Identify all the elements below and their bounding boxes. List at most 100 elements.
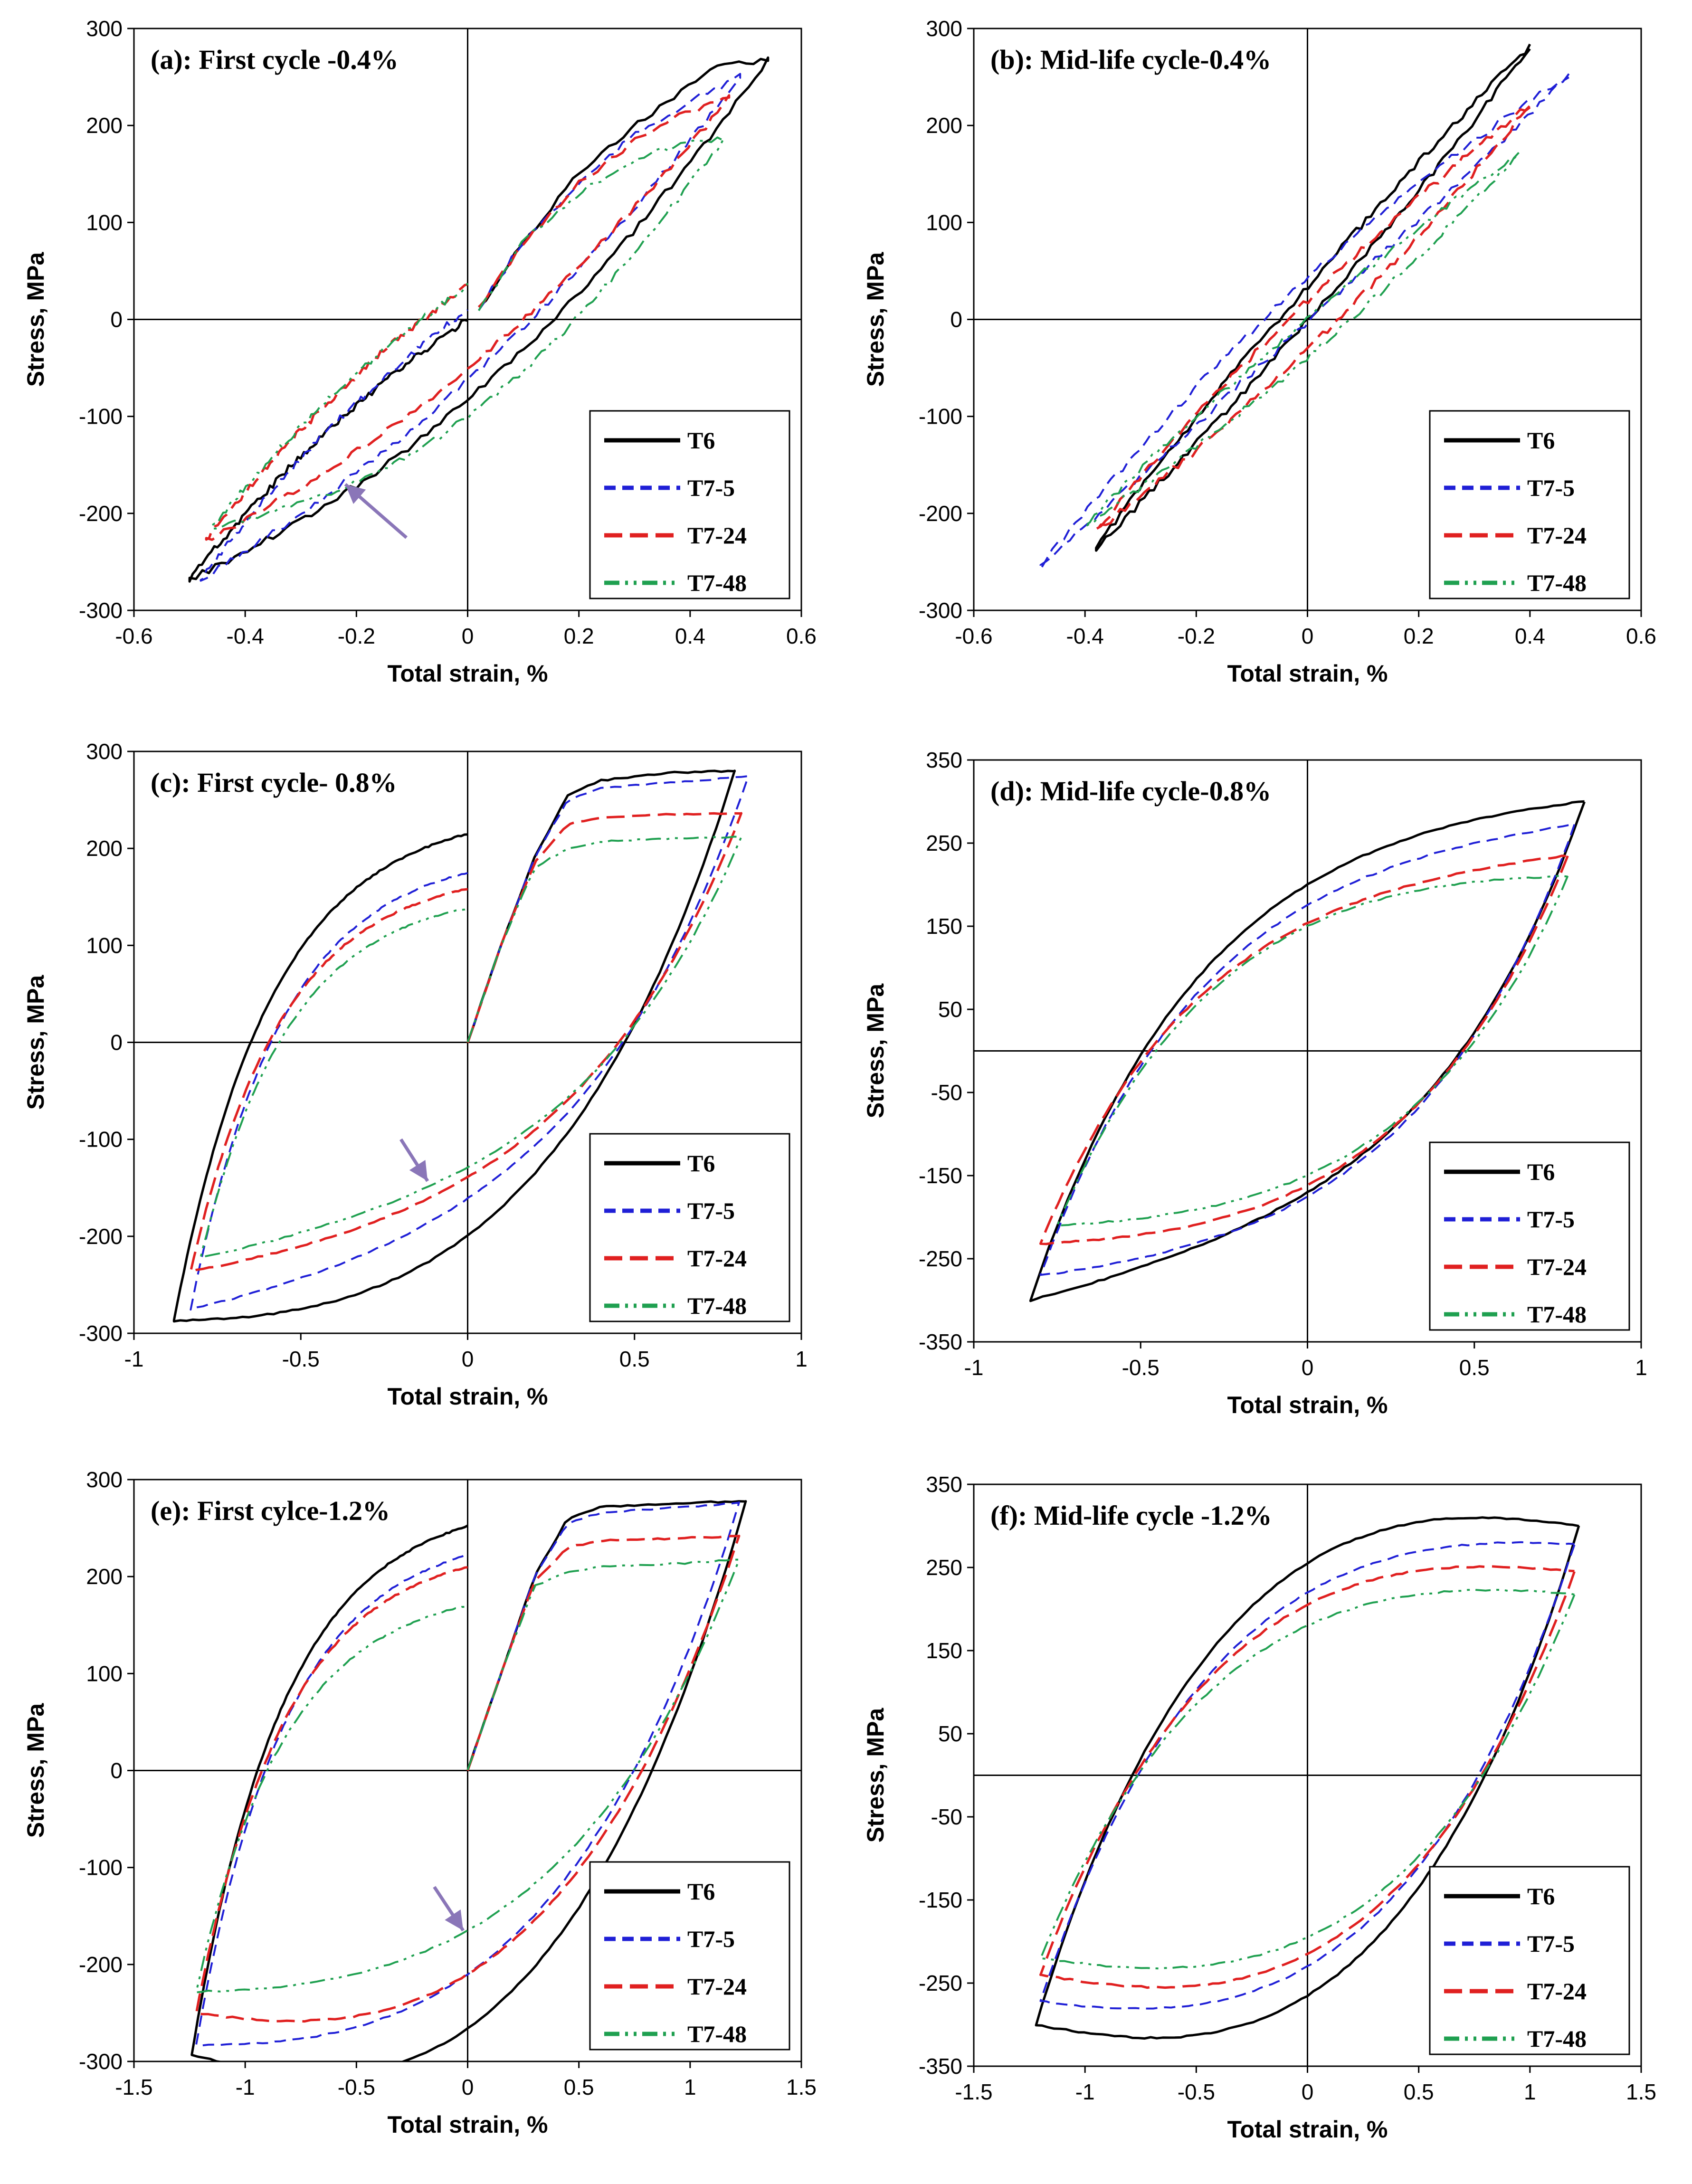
legend-label-t7-5: T7-5 [687,1197,735,1224]
panel-title: (a): First cycle -0.4% [151,44,399,75]
x-tick-label: -0.5 [1178,2080,1215,2104]
legend-label-t7-48: T7-48 [1527,570,1587,596]
chart-panel-f: -1.5 -1 -0.5 0 0.5 1 1.5 -350 -250 -150 -50 50 150 25… [862,1472,1656,2143]
x-tick-label: -0.6 [955,624,992,648]
annotation-arrow-head [345,484,366,504]
legend-label-t7-48: T7-48 [1527,2025,1587,2052]
legend-label-t6: T6 [1527,1158,1555,1185]
y-tick-label: -100 [79,1855,123,1880]
x-tick-label: 1.5 [1626,2080,1656,2104]
y-tick-label: -300 [919,598,962,623]
legend-label-t7-5: T7-5 [1527,1206,1575,1233]
legend-label-t6: T6 [687,1878,715,1905]
x-tick-label: -0.2 [1178,624,1215,648]
legend-label-t7-48: T7-48 [687,570,747,596]
y-tick-label: 250 [926,831,962,855]
x-tick-label: 1 [795,1347,808,1371]
x-axis-title: Total strain, % [387,660,548,687]
y-tick-label: 350 [926,1472,962,1497]
x-tick-label: -1 [964,1355,984,1380]
x-tick-label: -0.5 [282,1347,320,1371]
legend-label-t7-5: T7-5 [1527,475,1575,501]
x-tick-label: 1 [1524,2080,1536,2104]
y-tick-label: -100 [919,404,962,429]
x-tick-label: -1.5 [115,2075,152,2099]
x-tick-label: 0 [462,2075,474,2099]
legend-label-t7-48: T7-48 [687,2021,747,2047]
series-line-t7-24 [195,1535,741,2023]
y-tick-label: -250 [919,1246,962,1271]
y-tick-label: 150 [926,1638,962,1663]
y-tick-label: -300 [79,598,123,623]
x-tick-label: 1 [1635,1355,1647,1380]
series-line-t7-24 [1039,855,1569,1245]
y-tick-label: -300 [79,1321,123,1346]
series-line-t6 [190,1500,747,2061]
y-tick-label: 150 [926,914,962,939]
chart-panel-e: -1.5 -1 -0.5 0 0.5 1 1.5 -300 -200 -100 0 100 200 300… [22,1467,817,2138]
chart-panel-d: -1 -0.5 0 0.5 1 -350 -250 -150 -50 50 150 250 350 Tot… [862,748,1647,1418]
series-line-t6 [1035,1516,1580,2040]
legend-label-t7-24: T7-24 [687,1245,747,1272]
y-tick-label: 0 [110,307,123,332]
series-line-t6 [188,56,770,583]
legend-label-t7-24: T7-24 [687,522,747,549]
y-tick-label: -100 [79,404,123,429]
series-line-t6 [1095,43,1531,552]
x-tick-label: 0.6 [786,624,817,648]
x-tick-label: 0.4 [675,624,705,648]
y-axis-title: Stress, MPa [862,252,889,387]
legend-label-t7-24: T7-24 [1527,1978,1587,2004]
y-axis-title: Stress, MPa [862,1708,889,1843]
y-tick-label: 100 [86,1661,123,1686]
y-tick-label: -350 [919,2054,962,2079]
y-tick-label: 300 [926,16,962,41]
y-axis-title: Stress, MPa [22,975,49,1110]
x-tick-label: -1 [236,2075,255,2099]
x-tick-label: 0.4 [1515,624,1545,648]
legend-label-t6: T6 [1527,1883,1555,1909]
series-line-t7-24 [205,94,731,541]
panel-title: (c): First cycle- 0.8% [151,767,397,798]
y-tick-label: -50 [931,1080,962,1105]
legend-label-t7-24: T7-24 [1527,522,1587,549]
y-tick-label: 350 [926,748,962,772]
panel-title: (f): Mid-life cycle -1.2% [990,1500,1272,1531]
x-tick-label: -0.5 [1122,1355,1160,1380]
y-tick-label: -350 [919,1329,962,1354]
y-tick-label: 300 [86,739,123,764]
x-axis-title: Total strain, % [1227,2116,1388,2143]
legend-label-t7-48: T7-48 [1527,1301,1587,1328]
x-tick-label: -0.5 [338,2075,375,2099]
y-tick-label: 300 [86,1467,123,1492]
y-tick-label: -200 [79,501,123,526]
y-tick-label: 50 [938,1721,962,1746]
series-line-t7-5 [1039,73,1570,570]
y-tick-label: 200 [86,1564,123,1589]
y-tick-label: 0 [110,1030,123,1055]
series-line-t7-5 [1039,1541,1576,2010]
x-tick-label: -0.6 [115,624,152,648]
x-tick-label: -1 [1075,2080,1095,2104]
panel-title: (b): Mid-life cycle-0.4% [990,44,1271,75]
y-tick-label: -200 [79,1224,123,1249]
x-tick-label: 0.5 [1404,2080,1434,2104]
y-tick-label: 100 [86,210,123,235]
panel-title: (e): First cylce-1.2% [151,1495,390,1526]
x-tick-label: -0.4 [227,624,264,648]
y-tick-label: 200 [926,113,962,138]
x-tick-label: 0.5 [1459,1355,1490,1380]
x-tick-label: 0.5 [564,2075,594,2099]
series-line-t6 [172,769,736,1323]
chart-panel-c: -1 -0.5 0 0.5 1 -300 -200 -100 0 100 200 300 Total s… [22,739,808,1410]
y-tick-label: -100 [79,1127,123,1152]
legend-label-t7-5: T7-5 [1527,1930,1575,1957]
x-tick-label: 0.5 [619,1347,650,1371]
x-tick-label: 0 [1302,624,1314,648]
x-axis-title: Total strain, % [1227,1392,1388,1418]
x-tick-label: 0 [462,1347,474,1371]
x-tick-label: 0.2 [564,624,594,648]
legend-label-t6: T6 [687,1150,715,1177]
x-axis-title: Total strain, % [1227,660,1388,687]
